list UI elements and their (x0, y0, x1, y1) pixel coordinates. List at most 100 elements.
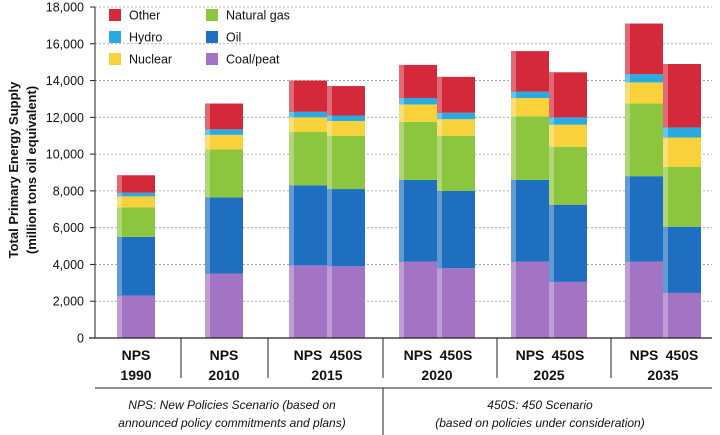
segment-body (117, 175, 155, 193)
bar-segment-natural-gas (625, 103, 663, 177)
x-group-label: NPS 2010 (208, 347, 239, 383)
year-label: 2035 (647, 367, 678, 383)
segment-body (205, 103, 243, 130)
segment-highlight (625, 103, 630, 177)
segment-body (117, 236, 155, 296)
bar-segment-coal-peat (289, 265, 327, 338)
segment-highlight (511, 51, 516, 92)
scenario-label: 450S (440, 347, 473, 363)
bar-segment-hydro (399, 98, 437, 105)
segment-body (663, 127, 701, 138)
legend-item: Coal/peat (206, 53, 280, 67)
segment-highlight (327, 266, 332, 338)
segment-highlight (511, 116, 516, 180)
segment-highlight (399, 98, 404, 105)
segment-highlight (289, 117, 294, 133)
stacked-bar (399, 64, 437, 338)
bar-segment-oil (511, 179, 549, 262)
y-tick-label: 16,000 (46, 37, 84, 51)
segment-highlight (511, 261, 516, 338)
segment-body (399, 104, 437, 122)
bar-segment-natural-gas (549, 146, 587, 205)
legend-swatch (109, 9, 121, 21)
legend: Other Natural gas Hydro Oil Nuclear Coal/peat (109, 9, 290, 67)
segment-highlight (327, 121, 332, 136)
segment-highlight (289, 265, 294, 338)
segment-highlight (399, 64, 404, 99)
segment-body (289, 185, 327, 266)
bar-segment-nuclear (117, 196, 155, 208)
segment-highlight (205, 149, 210, 198)
bar-segment-nuclear (289, 117, 327, 133)
segment-highlight (663, 127, 668, 138)
segment-highlight (205, 129, 210, 135)
segment-body (399, 98, 437, 105)
stacked-bar (511, 51, 549, 338)
segment-body (549, 72, 587, 118)
bar-segment-other (289, 80, 327, 112)
legend-label: Natural gas (226, 9, 290, 23)
bar-segment-coal-peat (399, 261, 437, 338)
y-tick-label: 4,000 (53, 258, 84, 272)
bar-segment-natural-gas (511, 116, 549, 180)
legend-item: Hydro (109, 31, 162, 45)
stacked-bar (437, 76, 475, 338)
segment-highlight (625, 261, 630, 338)
year-label: 1990 (120, 367, 151, 383)
segment-highlight (205, 197, 210, 274)
legend-item: Natural gas (206, 9, 290, 23)
bar-segment-oil (663, 226, 701, 293)
y-tick-label: 14,000 (46, 74, 84, 88)
segment-body (205, 129, 243, 135)
segment-highlight (327, 115, 332, 122)
bar-segment-natural-gas (205, 149, 243, 198)
bar-segment-natural-gas (117, 207, 155, 237)
bar-segment-natural-gas (437, 135, 475, 191)
segment-highlight (663, 64, 668, 128)
segment-body (289, 132, 327, 186)
segment-body (437, 268, 475, 338)
bar-segment-other (205, 103, 243, 130)
segment-highlight (625, 23, 630, 75)
stacked-bar (327, 86, 365, 338)
segment-body (327, 86, 365, 116)
segment-highlight (327, 189, 332, 267)
segment-highlight (511, 91, 516, 99)
y-tick-label: 8,000 (53, 184, 84, 198)
y-tick-label: 2,000 (53, 295, 84, 309)
bar-segment-nuclear (205, 134, 243, 150)
segment-highlight (511, 98, 516, 117)
scenario-label: NPS (294, 347, 323, 363)
bar-segment-natural-gas (289, 132, 327, 186)
bar-segment-oil (289, 185, 327, 266)
year-label: 2010 (208, 367, 239, 383)
footnote-nps-line1: NPS: New Policies Scenario (based on (128, 398, 336, 412)
legend-item: Other (109, 9, 160, 23)
bar-segment-hydro (205, 129, 243, 135)
segment-body (625, 74, 663, 83)
x-group-label: NPS 450S 2015 (294, 347, 363, 383)
segment-highlight (117, 207, 122, 237)
segment-body (625, 176, 663, 262)
bar-segment-coal-peat (117, 295, 155, 338)
segment-body (663, 226, 701, 293)
year-label: 2015 (311, 367, 342, 383)
y-tick-label: 18,000 (46, 1, 84, 15)
segment-highlight (437, 112, 442, 120)
segment-highlight (625, 82, 630, 104)
bar-segment-coal-peat (327, 266, 365, 338)
segment-highlight (289, 80, 294, 112)
segment-highlight (399, 121, 404, 180)
bar-segment-nuclear (511, 98, 549, 117)
segment-body (327, 121, 365, 136)
y-tick-labels: 0 2,000 4,000 6,000 8,000 10,000 12,000 14,000 1… (46, 1, 84, 346)
segment-body (437, 190, 475, 269)
segment-body (205, 134, 243, 150)
segment-body (549, 281, 587, 338)
bar-segment-nuclear (549, 124, 587, 147)
segment-body (625, 82, 663, 104)
segment-highlight (549, 117, 554, 125)
bar-segment-coal-peat (511, 261, 549, 338)
bar-segment-other (117, 175, 155, 193)
